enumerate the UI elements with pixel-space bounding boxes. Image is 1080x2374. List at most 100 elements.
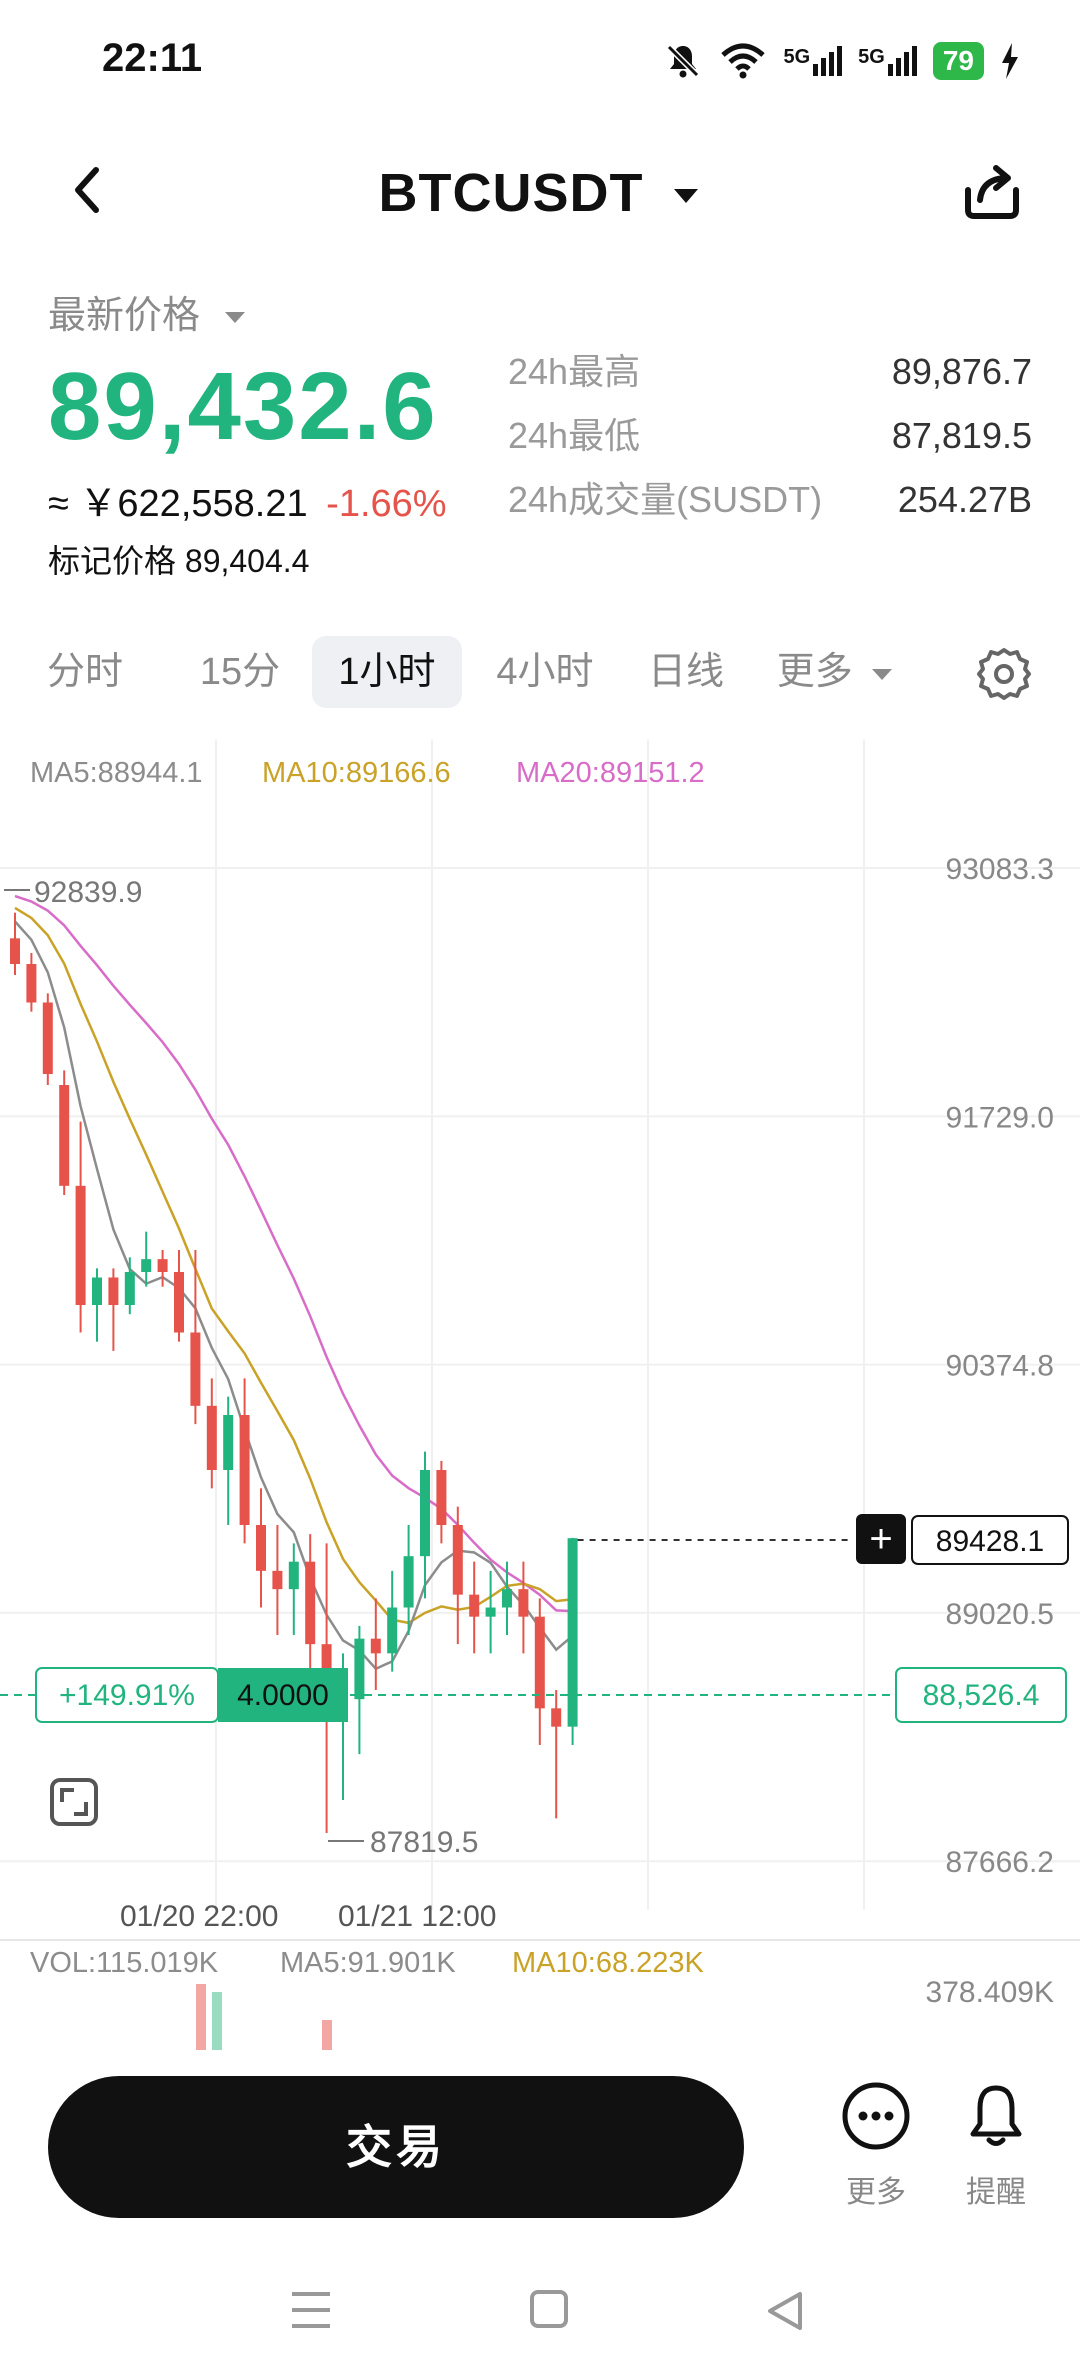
tab-15m[interactable]: 15分 — [199, 651, 281, 693]
candle-body — [10, 938, 20, 964]
candle-body — [239, 1415, 250, 1525]
position-entry-tag — [895, 1667, 1067, 1723]
home-nav-icon[interactable] — [530, 2290, 568, 2328]
plus-icon: + — [869, 1517, 892, 1561]
candle-body — [288, 1561, 299, 1590]
price-change-percent: -1.66% — [326, 483, 447, 525]
stat-value: 89,876.7 — [891, 351, 1032, 392]
stat-label: 24h成交量(SUSDT) — [508, 479, 823, 520]
volume-bar — [196, 1984, 206, 2050]
volume-label: VOL:115.019K — [30, 1947, 219, 1979]
candle-body — [502, 1589, 512, 1608]
status-time: 22:11 — [102, 36, 203, 80]
fullscreen-icon[interactable] — [50, 1778, 98, 1826]
x-axis-label: 01/20 22:00 — [120, 1900, 278, 1933]
price-conversion: ≈ ￥622,558.21 -1.66% — [48, 472, 447, 527]
candle-body — [305, 1561, 316, 1645]
high-marker-label: 92839.9 — [34, 876, 142, 909]
back-icon[interactable] — [58, 160, 118, 220]
candle-body — [518, 1589, 529, 1617]
candle-body — [190, 1332, 201, 1406]
y-tick-label: 91729.0 — [946, 1101, 1054, 1134]
battery-indicator: 79 — [932, 42, 984, 80]
candle-body — [59, 1085, 70, 1186]
wifi-icon — [721, 43, 766, 79]
y-tick-label: 90374.8 — [946, 1350, 1054, 1383]
stats-panel: 24h最高 89,876.7 24h最低 87,819.5 24h成交量(SUS… — [508, 340, 1032, 532]
more-button[interactable]: 更多 — [816, 2080, 936, 2211]
tab-more[interactable]: 更多 — [766, 636, 906, 708]
network-type-1: 5G — [783, 46, 811, 68]
volume-y-tick: 378.409K — [926, 1976, 1054, 2009]
ma10-label: MA10:89166.6 — [262, 757, 451, 789]
position-leverage-tag — [218, 1668, 348, 1722]
candle-body — [223, 1415, 234, 1470]
tab-timeline[interactable]: 分时 — [46, 651, 123, 693]
candle-body — [174, 1272, 184, 1333]
stat-value: 87,819.5 — [891, 415, 1032, 456]
kline-chart[interactable]: MA5:88944.1 MA10:89166.6 MA20:89151.2 93… — [0, 740, 1080, 2050]
gear-icon[interactable] — [976, 646, 1032, 702]
mark-price: 标记价格 89,404.4 — [48, 543, 310, 579]
candle-body — [551, 1708, 562, 1727]
candle-body — [370, 1638, 381, 1654]
network-type-2: 5G — [858, 46, 885, 68]
candle-body — [124, 1272, 135, 1305]
bell-icon — [970, 2085, 1022, 2146]
candle-body — [354, 1638, 365, 1700]
more-label: 更多 — [846, 2176, 906, 2209]
add-order-button[interactable] — [856, 1514, 906, 1564]
candles — [10, 912, 578, 1833]
stat-value: 254.27B — [897, 479, 1032, 520]
trade-button[interactable]: 交易 — [48, 2076, 744, 2218]
ma10-line — [14, 906, 573, 1625]
volume-ma5-label: MA5:91.901K — [280, 1947, 456, 1979]
share-icon[interactable] — [952, 150, 1032, 230]
cny-value: ≈ ￥622,558.21 — [48, 483, 308, 525]
ma-lines — [14, 894, 574, 1671]
candle-body — [141, 1259, 152, 1272]
candle-body — [469, 1594, 480, 1617]
candle-body — [206, 1405, 217, 1470]
volume-bar — [212, 1992, 222, 2050]
last-price: 89,432.6 — [48, 353, 438, 460]
alert-button[interactable]: 提醒 — [936, 2080, 1056, 2211]
stat-high: 24h最高 89,876.7 — [508, 340, 1032, 404]
caret-down-icon — [224, 311, 245, 323]
position-pnl: +149.91% — [59, 1679, 195, 1712]
tab-4h[interactable]: 4小时 — [496, 651, 594, 693]
candle-body — [534, 1616, 545, 1709]
candle-body — [26, 964, 37, 1003]
status-icons: 5G 5G 79 — [663, 36, 1020, 86]
stat-label: 24h最低 — [508, 415, 641, 456]
ma20-label: MA20:89151.2 — [516, 757, 705, 789]
y-tick-label: 87666.2 — [946, 1846, 1054, 1879]
alert-label: 提醒 — [966, 2176, 1026, 2209]
price-type-selector[interactable]: 最新价格 — [48, 284, 249, 339]
more-icon — [842, 2082, 910, 2150]
candle-body — [403, 1556, 414, 1608]
position-leverage: 4.0000 — [237, 1679, 329, 1712]
back-nav-icon[interactable] — [768, 2292, 802, 2330]
signal-1-icon: 5G — [783, 46, 843, 76]
candle-body — [92, 1277, 102, 1305]
stat-label: 24h最高 — [508, 351, 641, 392]
candle-body — [436, 1470, 447, 1525]
tab-daily[interactable]: 日线 — [647, 651, 724, 693]
ma5-line — [14, 920, 574, 1671]
menu-nav-icon[interactable] — [292, 2292, 330, 2328]
candle-body — [485, 1607, 496, 1617]
stat-low: 24h最低 87,819.5 — [508, 404, 1032, 468]
symbol-selector[interactable]: BTCUSDT — [0, 162, 1080, 224]
stat-volume: 24h成交量(SUSDT) 254.27B — [508, 468, 1032, 532]
low-marker-label: 87819.5 — [370, 1826, 478, 1859]
caret-down-icon — [872, 669, 893, 680]
candle-body — [387, 1607, 398, 1654]
page-title: BTCUSDT — [378, 163, 644, 223]
tab-1h[interactable]: 1小时 — [312, 636, 462, 708]
candle-body — [420, 1470, 430, 1557]
signal-2-icon: 5G — [858, 46, 917, 76]
volume-ma10-label: MA10:68.223K — [512, 1947, 705, 1979]
chart-overlay — [0, 1539, 896, 1696]
current-price-label: 89428.1 — [936, 1525, 1044, 1558]
